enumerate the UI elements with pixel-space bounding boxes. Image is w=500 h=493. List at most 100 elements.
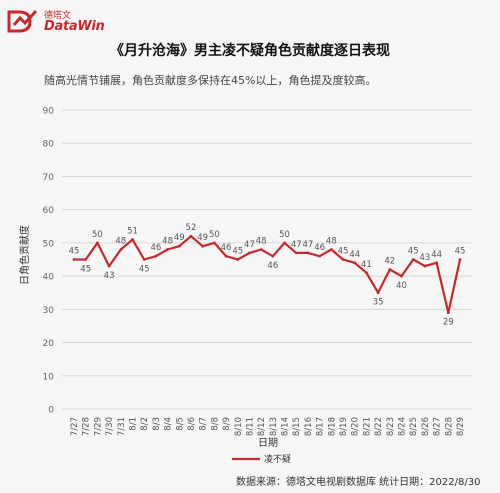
data-point: [341, 258, 345, 261]
logo-chinese-text: 德塔文: [44, 11, 72, 21]
data-point: [224, 254, 228, 258]
y-tick-label: 50: [43, 239, 55, 249]
x-tick-label: 8/28: [444, 417, 454, 436]
data-label: 43: [419, 253, 430, 263]
data-label: 51: [127, 227, 138, 237]
x-axis-label: 日期: [258, 437, 278, 449]
logo-english-text: DataWin: [44, 19, 105, 34]
data-point: [84, 258, 88, 261]
series-line-lingbuyi: [74, 235, 462, 314]
x-tick-label: 7/30: [105, 417, 115, 436]
data-label: 48: [326, 237, 337, 247]
x-tick-label: 8/21: [362, 417, 372, 436]
chart-title: 《月升沧海》男主凌不疑角色贡献度逐日表现: [110, 43, 390, 59]
data-point: [423, 264, 427, 268]
data-label: 29: [443, 318, 454, 328]
data-label: 48: [162, 237, 173, 247]
data-point: [271, 254, 275, 258]
x-tick-label: 8/24: [398, 417, 408, 436]
y-axis-ticks: 0 10 20 30 40 50 60 70 80 90: [43, 107, 55, 416]
data-label: 41: [361, 260, 372, 270]
data-label: 45: [69, 247, 80, 257]
data-point: [353, 261, 357, 265]
x-tick-label: 8/5: [175, 417, 185, 431]
data-point: [259, 248, 263, 251]
y-tick-label: 90: [43, 107, 55, 117]
data-point: [248, 251, 251, 255]
y-axis-label: 日角色贡献度: [18, 225, 31, 285]
x-tick-label: 8/6: [187, 417, 197, 431]
x-tick-label: 8/16: [304, 417, 314, 436]
data-point: [411, 258, 415, 261]
x-tick-label: 8/29: [456, 417, 466, 436]
data-label: 44: [431, 250, 442, 260]
data-label: 50: [92, 230, 103, 240]
x-tick-label: 8/14: [281, 417, 291, 436]
y-tick-label: 0: [48, 406, 54, 416]
data-label: 43: [104, 271, 115, 281]
x-axis-ticks: 7/27 7/28 7/29 7/30 7/31 8/1 8/2 8/3 8/4 8/5 8/6 8/…: [70, 417, 466, 436]
data-label: 45: [455, 247, 466, 257]
data-point: [189, 234, 193, 238]
data-label: 46: [314, 243, 325, 253]
x-tick-label: 8/25: [409, 417, 419, 436]
x-tick-label: 8/22: [374, 417, 384, 436]
y-tick-label: 80: [43, 140, 55, 150]
y-tick-label: 30: [43, 306, 55, 316]
data-points: [72, 234, 462, 315]
x-tick-label: 7/28: [82, 417, 92, 436]
x-tick-label: 8/20: [351, 417, 361, 436]
x-tick-label: 7/31: [117, 417, 127, 436]
data-point: [294, 251, 298, 255]
x-tick-label: 7/27: [70, 417, 80, 436]
data-label: 50: [279, 230, 290, 240]
y-tick-label: 40: [43, 273, 55, 283]
data-point: [458, 258, 462, 261]
data-point: [212, 241, 216, 245]
data-label: 45: [232, 247, 243, 257]
y-tick-label: 70: [43, 173, 55, 183]
x-tick-label: 8/19: [339, 417, 349, 436]
x-tick-label: 8/9: [222, 417, 232, 431]
data-label: 35: [373, 298, 384, 308]
data-point: [376, 291, 380, 295]
x-tick-label: 8/3: [152, 417, 162, 431]
data-label: 49: [174, 233, 185, 243]
data-label: 50: [209, 230, 220, 240]
x-tick-label: 8/12: [257, 417, 267, 436]
x-tick-label: 8/26: [421, 417, 431, 436]
x-tick-label: 8/18: [327, 417, 337, 436]
data-point: [119, 248, 123, 251]
datawin-logo: 德塔文 DataWin: [6, 6, 116, 36]
data-point: [329, 248, 333, 251]
data-label: 46: [150, 243, 161, 253]
data-point: [142, 258, 146, 261]
x-tick-label: 8/11: [245, 417, 255, 436]
data-point: [154, 254, 158, 258]
data-point: [400, 274, 403, 278]
data-point: [283, 241, 286, 245]
legend: 凌不疑: [232, 453, 291, 465]
legend-label: 凌不疑: [264, 453, 291, 465]
data-point: [166, 248, 169, 251]
data-label: 46: [267, 261, 278, 271]
data-point: [236, 258, 240, 261]
y-tick-label: 10: [43, 372, 55, 382]
x-tick-label: 8/1: [128, 417, 138, 431]
x-tick-label: 8/15: [292, 417, 302, 436]
x-tick-label: 8/2: [140, 417, 150, 431]
data-label: 42: [384, 256, 395, 266]
x-tick-label: 8/8: [210, 417, 220, 431]
data-label: 49: [197, 233, 208, 243]
data-point: [446, 311, 450, 315]
data-label: 45: [408, 247, 419, 257]
data-label: 46: [221, 243, 232, 253]
gridlines: [62, 109, 472, 410]
chart-subtitle: 随高光情节铺展，角色贡献度多保持在45%以上，角色提及度较高。: [44, 74, 377, 87]
data-label: 45: [338, 247, 349, 257]
datawin-logo-icon: [7, 9, 38, 33]
y-tick-label: 20: [43, 339, 55, 349]
x-tick-label: 8/4: [164, 417, 174, 431]
